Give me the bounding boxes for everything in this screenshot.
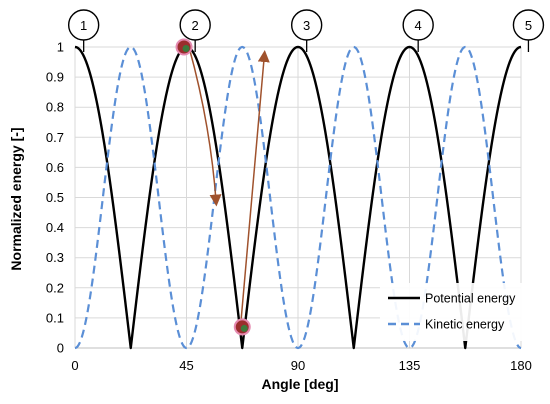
position-marker-label: 4	[415, 18, 422, 33]
legend: Potential energy Kinetic energy	[380, 283, 530, 341]
position-marker-label: 1	[80, 18, 87, 33]
x-tick-label: 90	[291, 358, 305, 373]
y-tick-label: 0.5	[46, 190, 64, 205]
y-tick-label: 0.2	[46, 280, 64, 295]
y-tick-label: 0	[57, 341, 64, 356]
state-point-highlight	[182, 45, 190, 52]
x-axis-title: Angle [deg]	[262, 376, 339, 392]
x-tick-label: 45	[179, 358, 193, 373]
potential-energy-line	[74, 45, 522, 350]
y-tick-label: 0.7	[46, 130, 64, 145]
y-tick-label: 0.8	[46, 100, 64, 115]
position-marker-circle	[67, 9, 100, 41]
position-marker-label: 3	[303, 18, 310, 33]
y-tick-label: 0.6	[46, 160, 64, 175]
legend-label: Potential energy	[425, 292, 516, 306]
tick-labels: 0 0.1 0.2 0.3 0.4 0.5 0.6 0.7 0.8 0.9 1 0 45 90 135 180	[46, 40, 532, 374]
x-tick-label: 180	[510, 358, 532, 373]
transition-arrow	[188, 46, 222, 207]
y-tick-label: 0.4	[46, 220, 64, 235]
x-tick-label: 135	[399, 358, 421, 373]
state-point-highlight	[240, 324, 248, 332]
annotations	[175, 38, 270, 336]
y-tick-label: 0.3	[46, 250, 64, 265]
position-marker-circle	[179, 9, 211, 41]
position-marker-circle	[290, 9, 323, 41]
y-tick-label: 0.1	[46, 310, 64, 325]
position-markers: 1 2 3 4 5	[67, 9, 545, 52]
position-marker-circle	[402, 9, 434, 41]
y-tick-label: 0.9	[46, 70, 64, 85]
position-marker-circle	[512, 9, 545, 41]
position-marker-label: 2	[192, 18, 199, 33]
series-lines	[74, 45, 522, 350]
legend-background	[380, 283, 530, 341]
kinetic-energy-line	[74, 45, 522, 350]
y-axis-title: Normalized energy [-]	[8, 127, 24, 270]
y-tick-label: 1	[57, 40, 64, 55]
x-tick-label: 0	[71, 358, 78, 373]
position-marker-label: 5	[525, 18, 532, 33]
transition-arrow	[240, 50, 270, 321]
legend-label: Kinetic energy	[425, 318, 505, 332]
